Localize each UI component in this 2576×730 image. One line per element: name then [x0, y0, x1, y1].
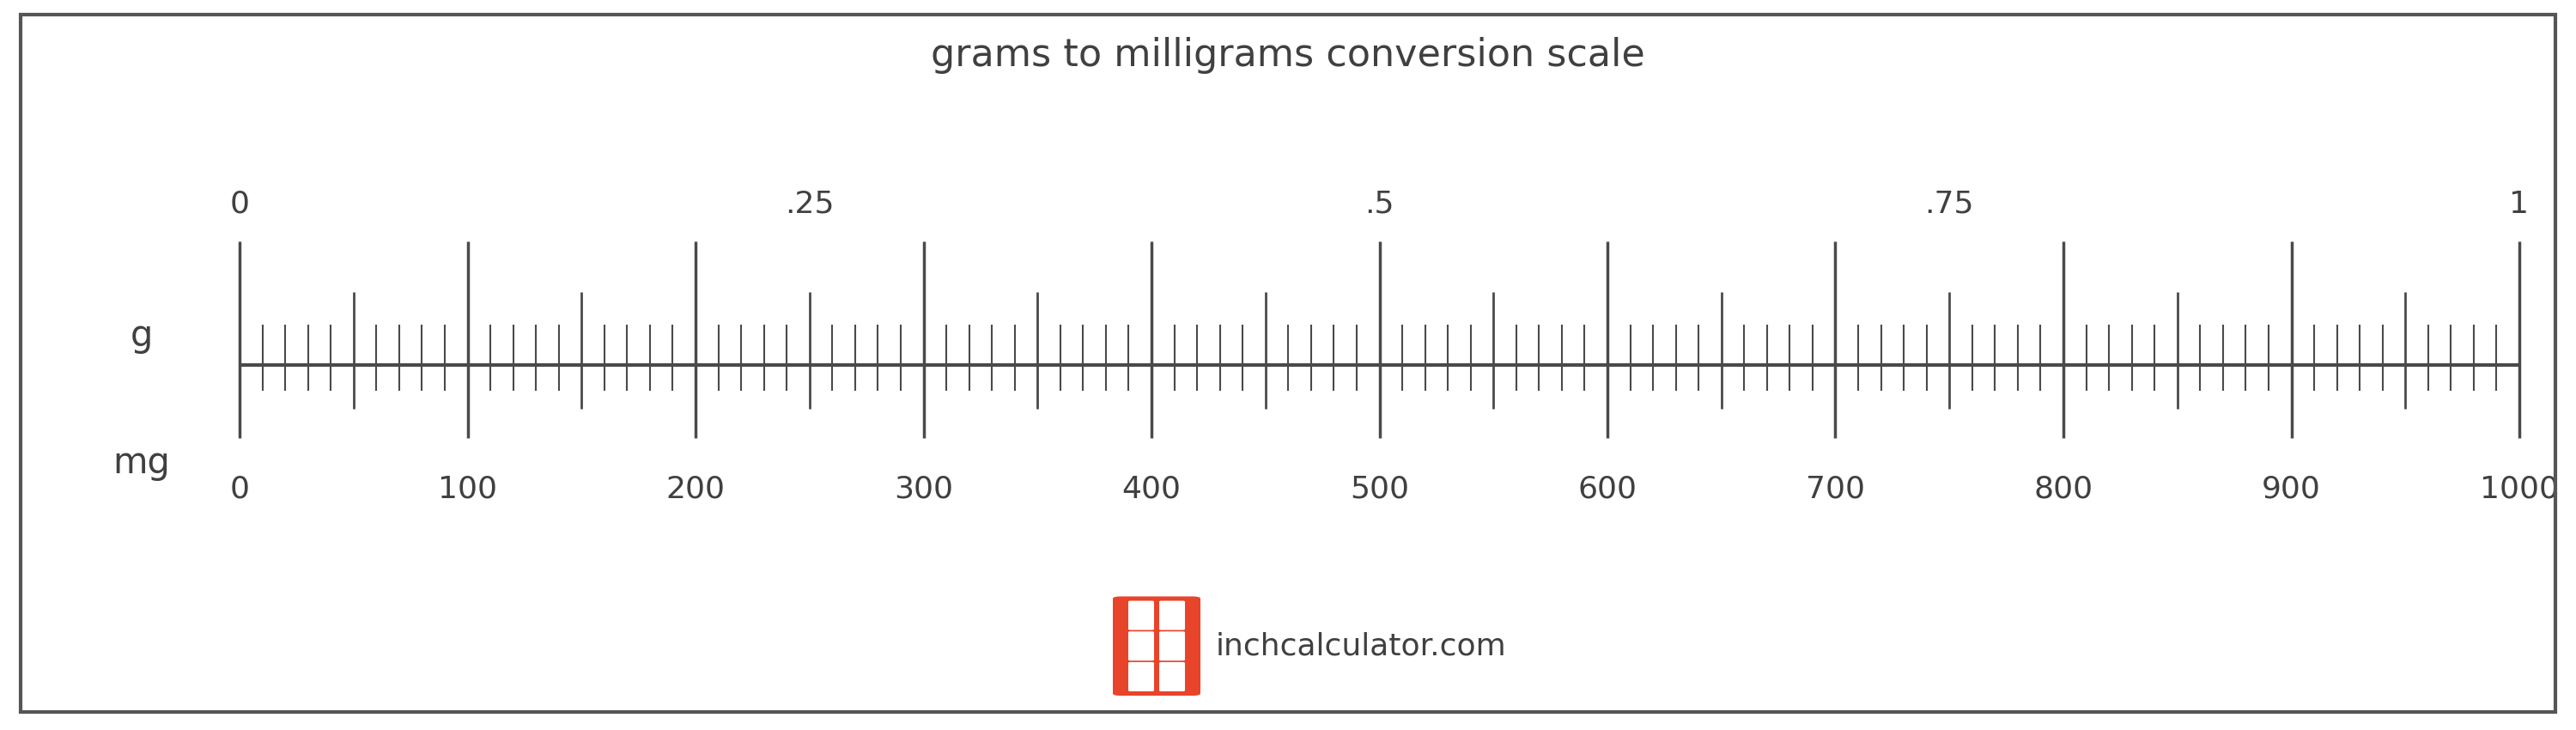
Text: 800: 800: [2032, 474, 2094, 504]
Text: 0: 0: [229, 474, 250, 504]
FancyBboxPatch shape: [1128, 601, 1154, 630]
Text: .75: .75: [1924, 190, 1973, 219]
Text: 600: 600: [1577, 474, 1638, 504]
FancyBboxPatch shape: [1159, 601, 1185, 630]
Text: 1000: 1000: [2481, 474, 2558, 504]
FancyBboxPatch shape: [1159, 662, 1185, 691]
Text: 500: 500: [1350, 474, 1409, 504]
Text: 900: 900: [2262, 474, 2321, 504]
Text: .25: .25: [786, 190, 835, 219]
FancyBboxPatch shape: [1128, 631, 1154, 661]
Text: 100: 100: [438, 474, 497, 504]
FancyBboxPatch shape: [1128, 662, 1154, 691]
Text: grams to milligrams conversion scale: grams to milligrams conversion scale: [930, 36, 1646, 74]
Text: 700: 700: [1806, 474, 1865, 504]
Text: g: g: [131, 318, 152, 354]
Text: 400: 400: [1123, 474, 1182, 504]
Text: 200: 200: [665, 474, 726, 504]
Text: 300: 300: [894, 474, 953, 504]
Text: .5: .5: [1365, 190, 1394, 219]
Text: mg: mg: [113, 445, 170, 481]
Text: 0: 0: [229, 190, 250, 219]
Text: 1: 1: [2509, 190, 2530, 219]
Text: inchcalculator.com: inchcalculator.com: [1216, 631, 1507, 661]
FancyBboxPatch shape: [1159, 631, 1185, 661]
FancyBboxPatch shape: [1113, 596, 1200, 696]
